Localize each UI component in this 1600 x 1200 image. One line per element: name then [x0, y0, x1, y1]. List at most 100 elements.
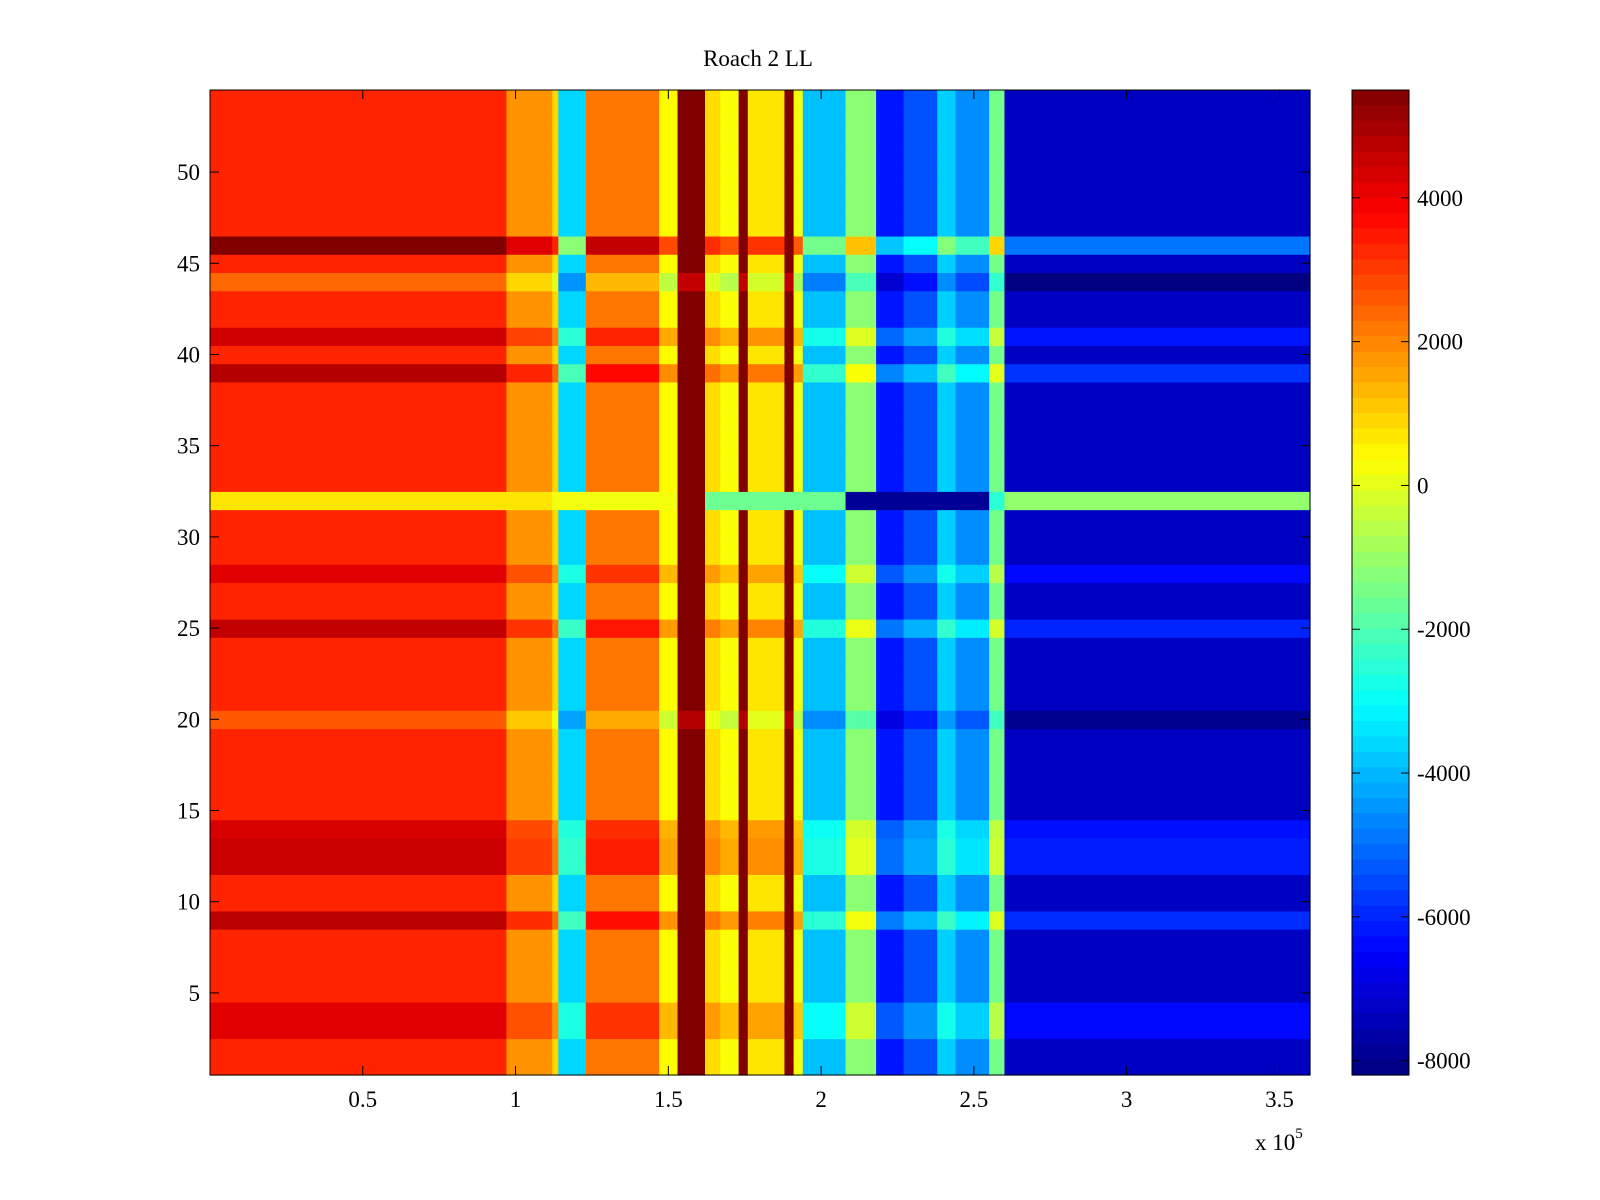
heatmap-cell: [558, 527, 587, 547]
heatmap-cell: [720, 473, 740, 492]
heatmap-cell: [747, 783, 786, 802]
heatmap-cell: [793, 235, 804, 255]
heatmap-cell: [747, 509, 786, 529]
heatmap-cell: [506, 637, 553, 657]
heatmap-cell: [705, 436, 721, 456]
heatmap-cell: [210, 929, 507, 948]
heatmap-cell: [747, 381, 786, 401]
heatmap-cell: [747, 582, 786, 602]
x-tick-label: 0.5: [348, 1087, 377, 1112]
heatmap-cell: [585, 1002, 660, 1021]
heatmap-cell: [747, 947, 786, 967]
heatmap-cell: [210, 126, 507, 146]
heatmap-cell: [585, 436, 660, 456]
heatmap-cell: [677, 856, 706, 875]
heatmap-cell: [705, 454, 721, 474]
heatmap-cell: [552, 929, 559, 948]
heatmap-cell: [506, 564, 553, 584]
heatmap-cell: [558, 856, 587, 875]
heatmap-cell: [705, 856, 721, 875]
heatmap-cell: [738, 929, 749, 948]
heatmap-cell: [747, 618, 786, 638]
heatmap-cell: [903, 126, 938, 146]
colorbar-ticks: 4000 2000 0 -2000 -4000 -6000 -8000: [1352, 186, 1471, 1074]
heatmap-cell: [784, 108, 795, 128]
heatmap-cell: [677, 965, 706, 985]
heatmap-cell: [784, 363, 795, 383]
heatmap-cell: [738, 910, 749, 930]
heatmap-cell: [720, 801, 740, 821]
heatmap-cell: [558, 126, 587, 146]
heatmap-cell: [845, 673, 877, 693]
heatmap-cell: [506, 965, 553, 985]
heatmap-cell: [793, 837, 804, 857]
heatmap-cell: [802, 783, 847, 802]
heatmap-cell: [738, 272, 749, 292]
heatmap-cell: [677, 600, 706, 620]
heatmap-cell: [210, 381, 507, 401]
heatmap-cell: [1004, 254, 1311, 274]
heatmap-cell: [585, 910, 660, 930]
heatmap-cell: [784, 582, 795, 602]
heatmap-cell: [552, 454, 559, 474]
heatmap-cell: [876, 874, 905, 894]
heatmap-cell: [989, 600, 1006, 620]
heatmap-cell: [1004, 546, 1311, 565]
heatmap-cell: [903, 801, 938, 821]
heatmap-cell: [705, 983, 721, 1003]
heatmap-cell: [585, 947, 660, 967]
heatmap-cell: [747, 983, 786, 1003]
heatmap-cell: [659, 235, 679, 255]
heatmap-cell: [738, 327, 749, 346]
heatmap-cell: [845, 582, 877, 602]
heatmap-cell: [552, 874, 559, 894]
heatmap-cell: [903, 181, 938, 201]
heatmap-cell: [552, 618, 559, 638]
heatmap-cell: [659, 801, 679, 821]
heatmap-cell: [210, 983, 507, 1003]
heatmap-cell: [677, 217, 706, 237]
heatmap-cell: [210, 509, 507, 529]
heatmap-cell: [784, 199, 795, 219]
heatmap-cell: [210, 473, 507, 492]
heatmap-cell: [677, 162, 706, 182]
heatmap-cell: [552, 564, 559, 584]
heatmap-cell: [989, 582, 1006, 602]
heatmap-cell: [903, 929, 938, 948]
heatmap-cell: [705, 728, 721, 748]
heatmap-cell: [210, 1038, 507, 1058]
heatmap-cell: [210, 892, 507, 912]
heatmap-cell: [903, 527, 938, 547]
heatmap-cell: [552, 801, 559, 821]
heatmap-cell: [210, 1002, 507, 1021]
heatmap-cell: [989, 910, 1006, 930]
heatmap-cell: [659, 1002, 679, 1021]
heatmap-cell: [506, 819, 553, 839]
heatmap-cell: [552, 108, 559, 128]
heatmap-cell: [747, 856, 786, 875]
heatmap-cell: [845, 600, 877, 620]
heatmap-cell: [558, 910, 587, 930]
y-tick-label: 35: [177, 434, 200, 459]
heatmap-cell: [876, 1002, 905, 1021]
heatmap-cell: [720, 126, 740, 146]
heatmap-cell: [210, 436, 507, 456]
heatmap-cell: [793, 600, 804, 620]
colorbar-swatch: [1352, 705, 1409, 722]
heatmap-cell: [845, 454, 877, 474]
heatmap-cell: [1004, 710, 1311, 730]
heatmap-cell: [955, 418, 990, 438]
heatmap-cell: [784, 254, 795, 274]
heatmap-cell: [210, 546, 507, 565]
heatmap-cell: [585, 856, 660, 875]
heatmap-cell: [705, 509, 721, 529]
heatmap-cell: [747, 217, 786, 237]
heatmap-cell: [876, 929, 905, 948]
heatmap-cell: [585, 418, 660, 438]
heatmap-cell: [506, 983, 553, 1003]
heatmap-cell: [793, 527, 804, 547]
heatmap-cell: [793, 929, 804, 948]
heatmap-cell: [677, 436, 706, 456]
heatmap-cell: [552, 1002, 559, 1021]
colorbar-swatch: [1352, 828, 1409, 845]
